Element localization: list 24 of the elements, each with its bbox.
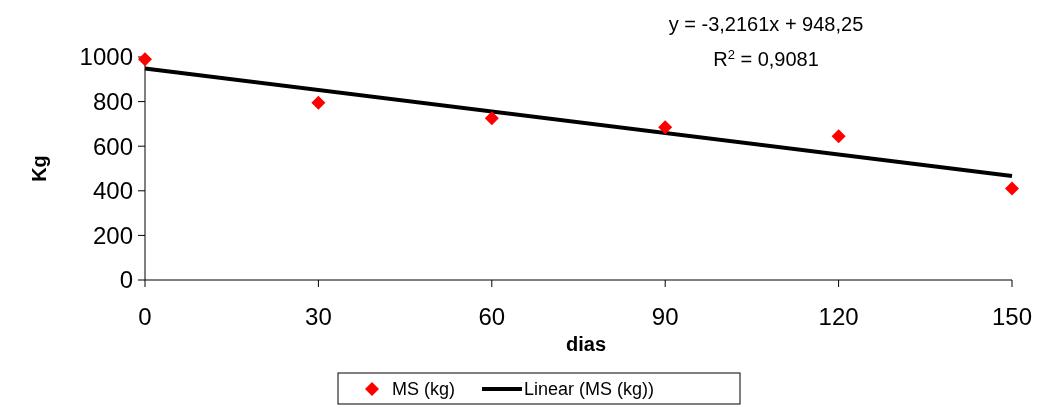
point xyxy=(138,52,152,67)
y-tick-label: 1000 xyxy=(79,43,133,71)
annotation: R$^{2}$ = 0,9081 xyxy=(713,46,819,70)
y-tick-label: 0 xyxy=(119,266,133,294)
x-tick-label: 90 xyxy=(651,303,679,330)
legend-label: MS (kg) xyxy=(392,379,455,400)
point xyxy=(311,95,326,110)
point xyxy=(831,129,846,144)
y-tick-label: 400 xyxy=(92,177,133,205)
y-axis-title: Kg xyxy=(28,155,50,182)
y-tick-label: 800 xyxy=(92,88,133,115)
y-tick-label: 600 xyxy=(92,132,133,160)
x-tick-label: 30 xyxy=(305,303,332,330)
point xyxy=(484,111,499,126)
x-tick-label: 120 xyxy=(818,303,859,330)
text: y = -3,2161x + 948,25 xyxy=(668,13,864,35)
point xyxy=(1005,181,1019,196)
point xyxy=(658,120,673,135)
x-tick-label: 60 xyxy=(478,303,506,330)
x-tick-label: 150 xyxy=(991,303,1033,330)
x-axis-title: dias xyxy=(565,333,607,355)
y-tick-label: 200 xyxy=(92,221,133,249)
x-tick-label: 0 xyxy=(138,303,152,330)
legend-label: Linear (MS (kg)) xyxy=(524,379,655,400)
